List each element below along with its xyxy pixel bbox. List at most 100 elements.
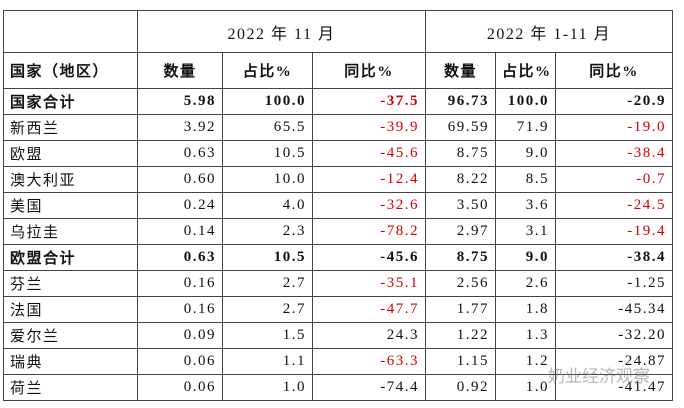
value-cell: 2.7: [222, 270, 313, 297]
region-cell: 瑞典: [3, 348, 138, 375]
value-cell: -45.6: [311, 244, 427, 271]
header-row: 2022 年 11 月 2022 年 1-11 月: [3, 10, 674, 53]
header-row: 国家（地区） 数量 占比% 同比% 数量 占比% 同比%: [3, 52, 674, 89]
data-table: 2022 年 11 月 2022 年 1-11 月 国家（地区） 数量 占比% 同比%…: [3, 10, 674, 401]
region-cell: 欧盟: [3, 140, 138, 167]
value-cell: 2.6: [495, 270, 557, 297]
value-cell: 8.75: [425, 140, 497, 167]
data-row: 法国 0.16 2.7 -47.7 1.77 1.8 -45.34: [3, 296, 674, 323]
value-cell: 3.6: [495, 192, 557, 219]
value-cell: 0.60: [137, 166, 223, 193]
region-cell: 爱尔兰: [3, 322, 138, 349]
value-cell: -37.5: [311, 88, 427, 115]
value-cell: 0.63: [137, 244, 223, 271]
value-cell: 1.8: [495, 296, 557, 323]
value-cell: -45.34: [555, 296, 674, 323]
data-row: 芬兰 0.16 2.7 -35.1 2.56 2.6 -1.25: [3, 270, 674, 297]
value-cell: 1.15: [425, 348, 497, 375]
value-cell: 69.59: [425, 114, 497, 141]
value-cell: 65.5: [222, 114, 313, 141]
table-body: 2022 年 11 月 2022 年 1-11 月 国家（地区） 数量 占比% 同比%…: [3, 10, 674, 401]
value-cell: 0.92: [425, 374, 497, 401]
value-cell: 10.5: [222, 244, 313, 271]
watermark: 奶业经济观察: [548, 367, 650, 387]
data-row: 欧盟合计 0.63 10.5 -45.6 8.75 9.0 -38.4: [3, 244, 674, 271]
value-cell: 0.06: [137, 374, 223, 401]
value-cell: -41.47: [555, 374, 674, 401]
value-cell: 1.3: [495, 322, 557, 349]
value-cell: -1.25: [555, 270, 674, 297]
region-cell: 美国: [3, 192, 138, 219]
data-row: 国家合计 5.98 100.0 -37.5 96.73 100.0 -20.9: [3, 88, 674, 115]
data-row: 爱尔兰 0.09 1.5 24.3 1.22 1.3 -32.20: [3, 322, 674, 349]
value-cell: 3.1: [495, 218, 557, 245]
region-cell: 芬兰: [3, 270, 138, 297]
value-cell: 24.3: [311, 322, 427, 349]
column-header: 数量: [425, 52, 497, 89]
value-cell: -24.5: [555, 192, 674, 219]
data-row: 新西兰 3.92 65.5 -39.9 69.59 71.9 -19.0: [3, 114, 674, 141]
data-row: 乌拉圭 0.14 2.3 -78.2 2.97 3.1 -19.4: [3, 218, 674, 245]
corner-cell: [3, 10, 138, 53]
column-header: 占比%: [495, 52, 557, 89]
period-header: 2022 年 11 月: [136, 10, 427, 53]
value-cell: 2.7: [222, 296, 313, 323]
value-cell: -19.4: [555, 218, 674, 245]
value-cell: 10.0: [222, 166, 313, 193]
column-header: 数量: [137, 52, 223, 89]
value-cell: 2.97: [425, 218, 497, 245]
region-cell: 澳大利亚: [3, 166, 138, 193]
region-cell: 国家合计: [3, 88, 138, 115]
value-cell: 9.0: [495, 244, 557, 271]
value-cell: -0.7: [555, 166, 674, 193]
value-cell: 1.0: [495, 374, 557, 401]
value-cell: -20.9: [555, 88, 674, 115]
data-row: 欧盟 0.63 10.5 -45.6 8.75 9.0 -38.4: [3, 140, 674, 167]
column-header: 同比%: [311, 52, 427, 89]
value-cell: 1.22: [425, 322, 497, 349]
value-cell: -39.9: [311, 114, 427, 141]
value-cell: -32.20: [555, 322, 674, 349]
value-cell: -45.6: [311, 140, 427, 167]
period-header: 2022 年 1-11 月: [425, 10, 674, 53]
data-row: 美国 0.24 4.0 -32.6 3.50 3.6 -24.5: [3, 192, 674, 219]
value-cell: 8.5: [495, 166, 557, 193]
value-cell: 0.16: [137, 296, 223, 323]
value-cell: -38.4: [555, 140, 674, 167]
value-cell: 100.0: [495, 88, 557, 115]
column-header: 占比%: [222, 52, 313, 89]
value-cell: -24.87: [555, 348, 674, 375]
value-cell: -32.6: [311, 192, 427, 219]
value-cell: 1.2: [495, 348, 557, 375]
value-cell: 0.16: [137, 270, 223, 297]
value-cell: 0.09: [137, 322, 223, 349]
value-cell: 10.5: [222, 140, 313, 167]
value-cell: 1.0: [222, 374, 313, 401]
column-header: 同比%: [555, 52, 674, 89]
value-cell: 0.24: [137, 192, 223, 219]
value-cell: -78.2: [311, 218, 427, 245]
value-cell: 5.98: [137, 88, 223, 115]
value-cell: -38.4: [555, 244, 674, 271]
data-row: 澳大利亚 0.60 10.0 -12.4 8.22 8.5 -0.7: [3, 166, 674, 193]
value-cell: 9.0: [495, 140, 557, 167]
value-cell: 1.5: [222, 322, 313, 349]
value-cell: 1.77: [425, 296, 497, 323]
column-header: 国家（地区）: [3, 52, 138, 89]
value-cell: -63.3: [311, 348, 427, 375]
value-cell: -35.1: [311, 270, 427, 297]
value-cell: 3.92: [137, 114, 223, 141]
region-cell: 欧盟合计: [3, 244, 138, 271]
value-cell: 2.56: [425, 270, 497, 297]
value-cell: 0.06: [137, 348, 223, 375]
region-cell: 荷兰: [3, 374, 138, 401]
region-cell: 乌拉圭: [3, 218, 138, 245]
value-cell: -12.4: [311, 166, 427, 193]
value-cell: 100.0: [222, 88, 313, 115]
data-row: 瑞典 0.06 1.1 -63.3 1.15 1.2 -24.87: [3, 348, 674, 375]
region-cell: 法国: [3, 296, 138, 323]
value-cell: 71.9: [495, 114, 557, 141]
data-row: 荷兰 0.06 1.0 -74.4 0.92 1.0 -41.47: [3, 374, 674, 401]
value-cell: 0.14: [137, 218, 223, 245]
